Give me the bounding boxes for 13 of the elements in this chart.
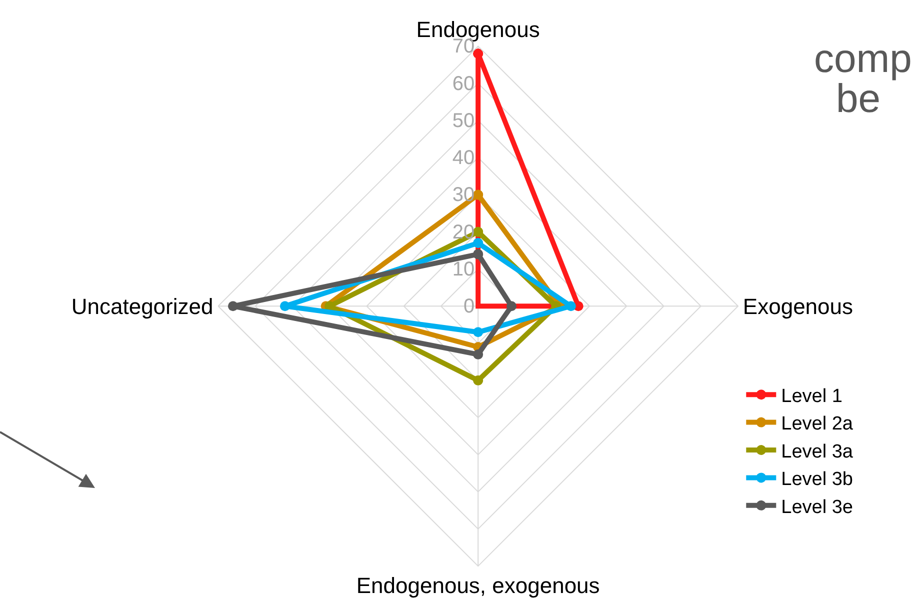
legend-label: Level 1	[781, 386, 842, 408]
y-tick-label: 10	[452, 258, 475, 281]
legend-label: Level 3b	[781, 469, 853, 490]
spoke-label: Endogenous, exogenous	[356, 573, 600, 598]
legend-label: Level 2a	[781, 414, 854, 435]
legend-label: Level 3e	[781, 496, 853, 518]
y-tick-label: 0	[463, 296, 475, 318]
y-tick-label: 60	[452, 72, 475, 95]
spoke-label: Uncategorized	[71, 294, 214, 319]
legend-label: Level 3a	[781, 441, 854, 462]
y-tick-label: 50	[452, 110, 475, 132]
spoke-label: Exogenous	[742, 294, 854, 319]
y-tick-label: 40	[452, 147, 475, 170]
